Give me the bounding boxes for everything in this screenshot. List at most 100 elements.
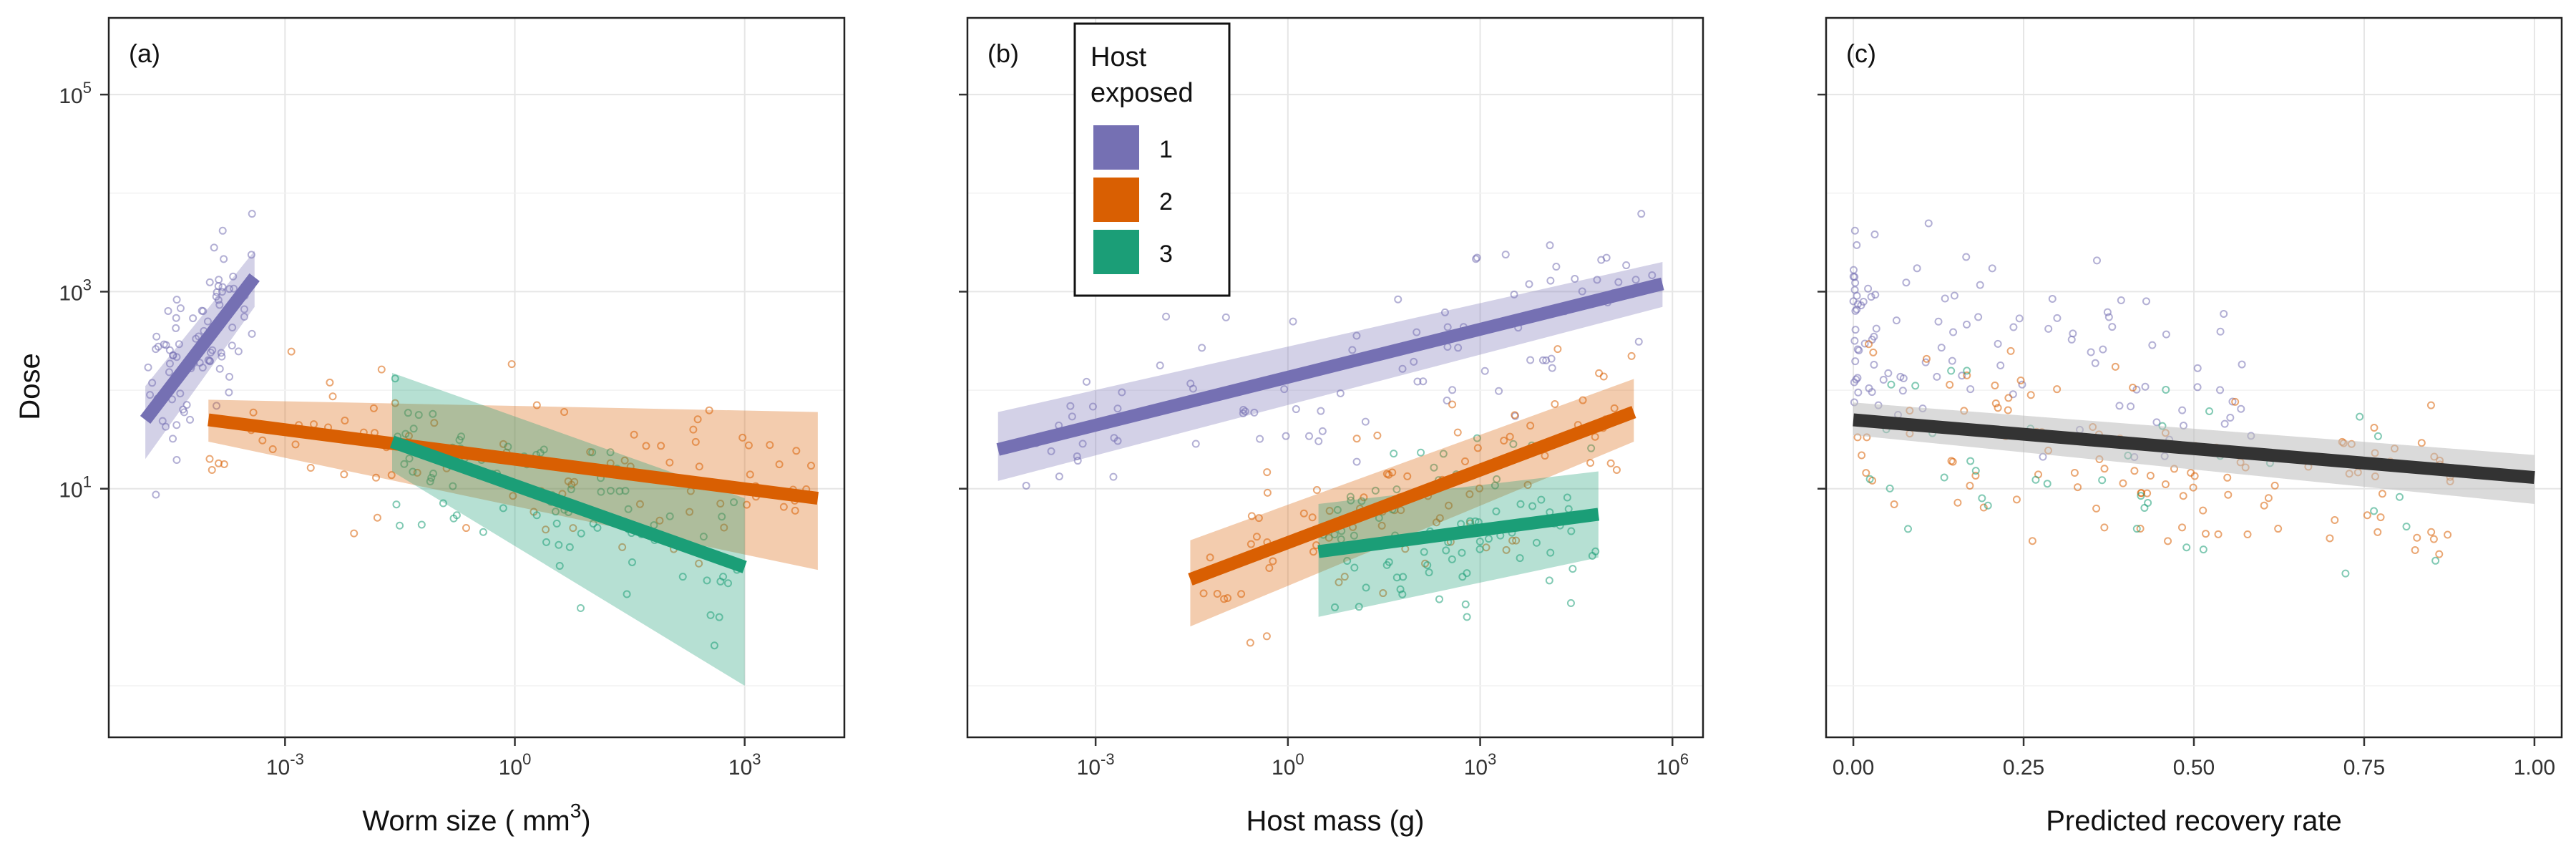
raw-point (203, 317, 212, 326)
raw-point (1460, 457, 1469, 465)
raw-point (1073, 452, 1081, 460)
raw-point (326, 378, 334, 387)
raw-point (1966, 481, 1974, 490)
raw-point (1545, 576, 1553, 585)
raw-point (1419, 377, 1428, 386)
raw-point (720, 523, 728, 532)
raw-point (1308, 513, 1317, 522)
raw-point (1631, 276, 1640, 284)
raw-point (623, 590, 631, 598)
raw-point (2199, 545, 2207, 554)
raw-point (1352, 457, 1361, 466)
raw-point (642, 442, 650, 450)
legend-label-3: 3 (1159, 241, 1173, 268)
raw-point (1420, 548, 1428, 556)
raw-point (2092, 504, 2101, 513)
raw-point (1435, 595, 1443, 603)
raw-point (1890, 500, 1898, 508)
raw-point (1606, 459, 1615, 467)
raw-point (1963, 320, 1971, 329)
fit-line-overall (1853, 413, 2535, 485)
raw-point (1887, 380, 1896, 389)
legend-swatch-3 (1093, 230, 1139, 274)
raw-point (164, 306, 172, 315)
raw-point (1425, 568, 1433, 577)
raw-point (1305, 432, 1314, 440)
raw-point (1950, 291, 1958, 300)
raw-point (615, 487, 624, 495)
raw-point (1309, 548, 1317, 556)
raw-point (2132, 525, 2141, 533)
raw-point (1648, 271, 1657, 279)
raw-point (1254, 514, 1263, 523)
raw-point (479, 528, 487, 536)
raw-point (2444, 530, 2452, 539)
x-tick-label: 0.75 (2343, 756, 2385, 780)
raw-point (1860, 339, 1869, 348)
legend-swatch-1 (1093, 125, 1139, 170)
raw-point (630, 430, 638, 439)
raw-point (2429, 535, 2438, 543)
raw-point (218, 352, 226, 361)
raw-point (2231, 397, 2240, 406)
raw-point (565, 543, 574, 551)
raw-point (1853, 300, 1862, 309)
raw-point (220, 255, 228, 263)
raw-point (1991, 399, 2000, 408)
raw-point (2137, 489, 2145, 498)
raw-point (1269, 557, 1277, 566)
raw-point (1480, 367, 1489, 375)
raw-point (228, 324, 237, 332)
raw-point (689, 425, 698, 434)
raw-point (1213, 590, 1221, 598)
raw-point (567, 485, 575, 494)
raw-point (1922, 354, 1931, 363)
raw-point (213, 402, 221, 410)
raw-point (1884, 369, 1893, 377)
raw-point (542, 525, 550, 534)
raw-point (555, 540, 563, 549)
raw-point (1850, 336, 1859, 345)
raw-point (791, 506, 799, 515)
raw-point (225, 285, 234, 293)
raw-point (2132, 385, 2141, 394)
raw-point (152, 332, 161, 341)
x-tick-label: 10-3 (266, 750, 304, 780)
raw-point (1239, 409, 1247, 417)
raw-point (499, 504, 507, 513)
raw-point (2137, 492, 2145, 500)
raw-point (766, 441, 774, 450)
raw-point (1911, 382, 1920, 390)
raw-point (2426, 401, 2435, 409)
raw-point (1896, 372, 1905, 381)
raw-point (2141, 382, 2150, 391)
raw-point (215, 301, 224, 309)
panel-b: (b) 10-3 100 103 106 Host mass (g) (959, 16, 1704, 837)
raw-point (449, 482, 457, 490)
raw-point (1502, 545, 1511, 554)
raw-point (1484, 535, 1493, 543)
raw-point (1495, 387, 1503, 395)
raw-point (2341, 569, 2350, 578)
raw-point (2103, 308, 2112, 316)
raw-point (2223, 473, 2232, 482)
raw-point (218, 283, 227, 291)
raw-point (1282, 432, 1290, 440)
raw-point (1346, 492, 1355, 501)
raw-point (1439, 450, 1448, 458)
raw-point (1587, 444, 1596, 452)
raw-point (328, 392, 337, 401)
raw-point (705, 406, 713, 414)
legend-title-line-1: Host (1091, 42, 1147, 72)
raw-point (1113, 404, 1122, 413)
raw-point (215, 459, 223, 467)
fit-line-2 (208, 413, 819, 505)
y-axis-title: Dose (14, 353, 46, 419)
raw-point (205, 278, 214, 286)
raw-point (2370, 507, 2379, 515)
raw-point (657, 442, 665, 450)
raw-point (2053, 314, 2062, 322)
raw-point (2074, 483, 2082, 492)
raw-point (158, 417, 167, 425)
